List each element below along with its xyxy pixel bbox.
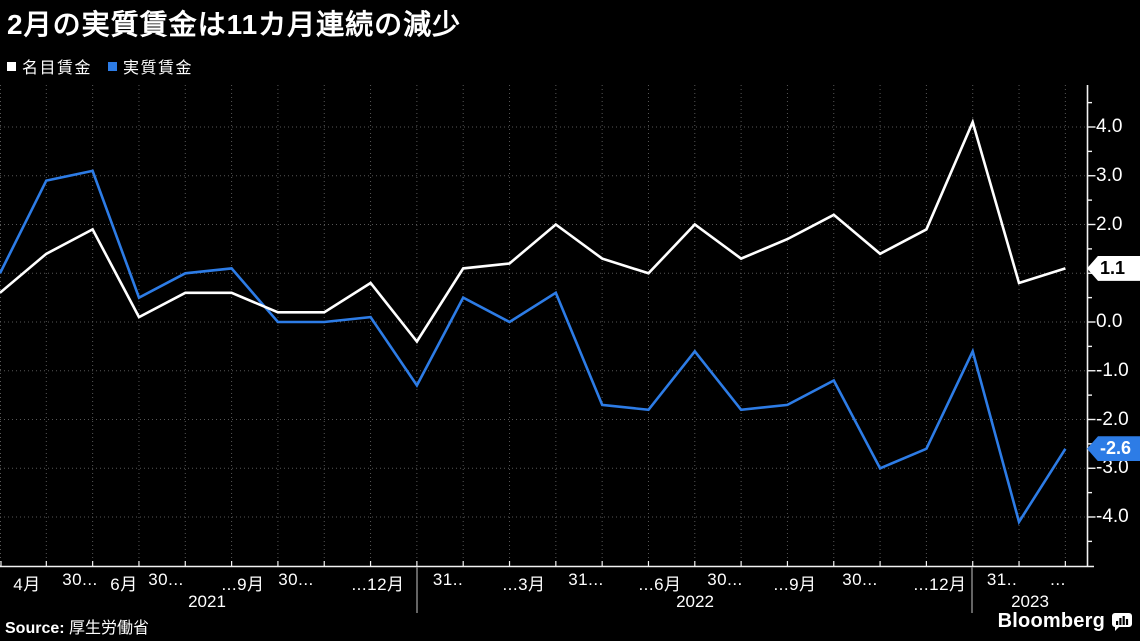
x-tick-label: 30... [842, 570, 878, 589]
y-axis-label: -4.0 [1096, 506, 1129, 527]
year-label: 2022 [676, 592, 714, 611]
year-label: 2021 [188, 592, 226, 611]
x-tick-label: ...6月 [638, 575, 682, 594]
nominal-wages-swatch-icon [7, 61, 16, 71]
x-tick-label: 6月 [110, 575, 138, 594]
bloomberg-chart-bubble-icon [1112, 612, 1132, 631]
y-axis-label: 3.0 [1096, 164, 1123, 186]
last-value-badge-nominal: 1.1 [1087, 255, 1140, 281]
series-line-実質賃金 [0, 169, 1067, 526]
y-axis-label: -2.0 [1096, 408, 1129, 430]
x-tick-label: ...12月 [351, 575, 405, 594]
y-axis-label: -1.0 [1096, 359, 1129, 381]
chart-title: 2月の実質賃金は11カ月連続の減少 [7, 9, 462, 40]
x-tick-label: ...9月 [773, 575, 817, 594]
x-tick-label: 30... [707, 570, 743, 589]
last-value-badge-real: -2.6 [1087, 436, 1140, 462]
legend-item-real-wages: 実質賃金 [108, 54, 193, 78]
x-tick-label: 30... [278, 570, 314, 589]
x-tick-label: 31.. [986, 570, 1018, 589]
x-tick-label: ...3月 [502, 575, 546, 594]
x-tick-label: ...9月 [221, 575, 265, 594]
y-axis-label: -3.0 [1096, 457, 1129, 479]
source-value: 厚生労働省 [69, 620, 150, 637]
x-tick-label: ...12月 [913, 575, 967, 594]
x-tick-label: ... [1050, 570, 1066, 589]
y-axis-label: 4.0 [1096, 116, 1123, 137]
x-tick-label: 30... [62, 570, 98, 589]
source-line: Source: 厚生労働省 [5, 614, 149, 638]
x-tick-label: 31.. [432, 570, 464, 589]
source-label: Source: [5, 620, 65, 637]
legend: 名目賃金 実質賃金 [7, 54, 193, 78]
x-tick-label: 30... [148, 570, 184, 589]
series-line-名目賃金 [0, 118, 1066, 344]
real-wages-swatch-icon [108, 61, 118, 71]
y-axis-label: 2.0 [1096, 213, 1123, 235]
x-tick-label: 4月 [13, 575, 41, 594]
x-tick-label: 31... [568, 570, 604, 589]
year-label: 2023 [1011, 592, 1049, 611]
legend-item-nominal-wages: 名目賃金 [7, 54, 92, 78]
bloomberg-brand: Bloomberg [998, 610, 1132, 633]
legend-label-real: 実質賃金 [123, 60, 194, 77]
bloomberg-wordmark: Bloomberg [997, 610, 1105, 632]
y-axis-label: 0.0 [1096, 311, 1123, 332]
legend-label-nominal: 名目賃金 [22, 60, 93, 77]
